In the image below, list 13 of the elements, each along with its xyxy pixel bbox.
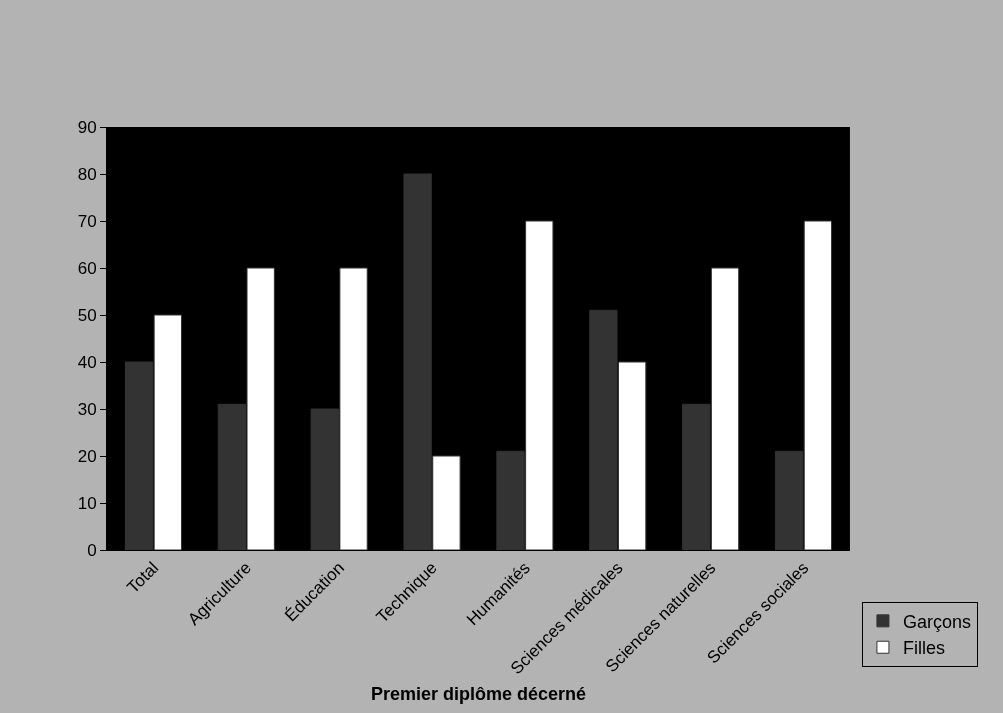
- y-tick-label: 90: [77, 117, 97, 137]
- y-tick-label: 0: [87, 540, 97, 560]
- x-axis-title: Premier diplôme décerné: [370, 684, 587, 705]
- y-tick-label: 40: [77, 352, 97, 372]
- legend-label: Garçons: [902, 611, 971, 632]
- y-tick-label: 10: [77, 493, 97, 513]
- y-tick-label: 80: [77, 164, 97, 184]
- legend-label: Filles: [902, 638, 945, 659]
- y-tick-label: 30: [77, 399, 97, 419]
- y-tick-label: 20: [77, 446, 97, 466]
- y-tick-label: 50: [77, 305, 97, 325]
- y-tick-label: 70: [77, 211, 97, 231]
- y-tick-label: 60: [77, 258, 97, 278]
